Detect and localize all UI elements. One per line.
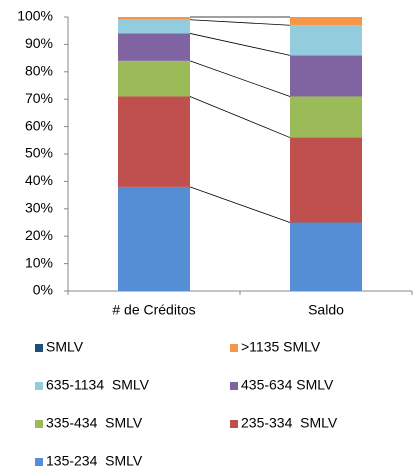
legend-swatch	[230, 382, 238, 390]
y-tick-label: 0%	[33, 282, 53, 298]
legend-label: 135-234 SMLV	[46, 453, 143, 469]
connector-line	[189, 33, 291, 56]
y-tick-label: 90%	[25, 35, 53, 51]
bar-segment	[290, 17, 362, 26]
legend-swatch	[230, 420, 238, 428]
legend-label: 435-634 SMLV	[241, 377, 334, 393]
y-tick-label: 80%	[25, 63, 53, 79]
bar-segment	[290, 55, 362, 97]
legend-label: 235-334 SMLV	[241, 415, 338, 431]
bar-segment	[290, 25, 362, 56]
connector-line	[189, 186, 291, 223]
legend-swatch	[35, 458, 43, 466]
legend-label: 635-1134 SMLV	[46, 377, 150, 393]
bar-segment	[290, 96, 362, 138]
bar-segment	[290, 137, 362, 223]
y-tick-label: 40%	[25, 172, 53, 188]
y-tick-label: 70%	[25, 90, 53, 106]
y-tick-label: 50%	[25, 145, 53, 161]
x-tick-label: # de Créditos	[112, 302, 195, 318]
connector-line	[189, 19, 291, 26]
bar-segment	[118, 17, 190, 20]
legend-label: 335-434 SMLV	[46, 415, 143, 431]
legend-swatch	[35, 382, 43, 390]
legend-swatch	[35, 420, 43, 428]
legend-label: >1135 SMLV	[241, 339, 321, 355]
bar-segment	[118, 19, 190, 34]
legend-swatch	[35, 344, 43, 352]
connector-line	[189, 96, 291, 138]
bar-segment	[118, 186, 190, 291]
y-tick-label: 10%	[25, 254, 53, 270]
y-tick-label: 20%	[25, 227, 53, 243]
bar-segment	[118, 96, 190, 187]
bar-segment	[118, 33, 190, 61]
connector-line	[189, 60, 291, 97]
legend-label: SMLV	[46, 339, 84, 355]
bar-segment	[118, 60, 190, 97]
x-tick-label: Saldo	[308, 302, 344, 318]
legend-swatch	[230, 344, 238, 352]
y-tick-label: 60%	[25, 117, 53, 133]
bar-segment	[290, 222, 362, 291]
y-tick-label: 30%	[25, 200, 53, 216]
y-tick-label: 100%	[17, 8, 53, 24]
